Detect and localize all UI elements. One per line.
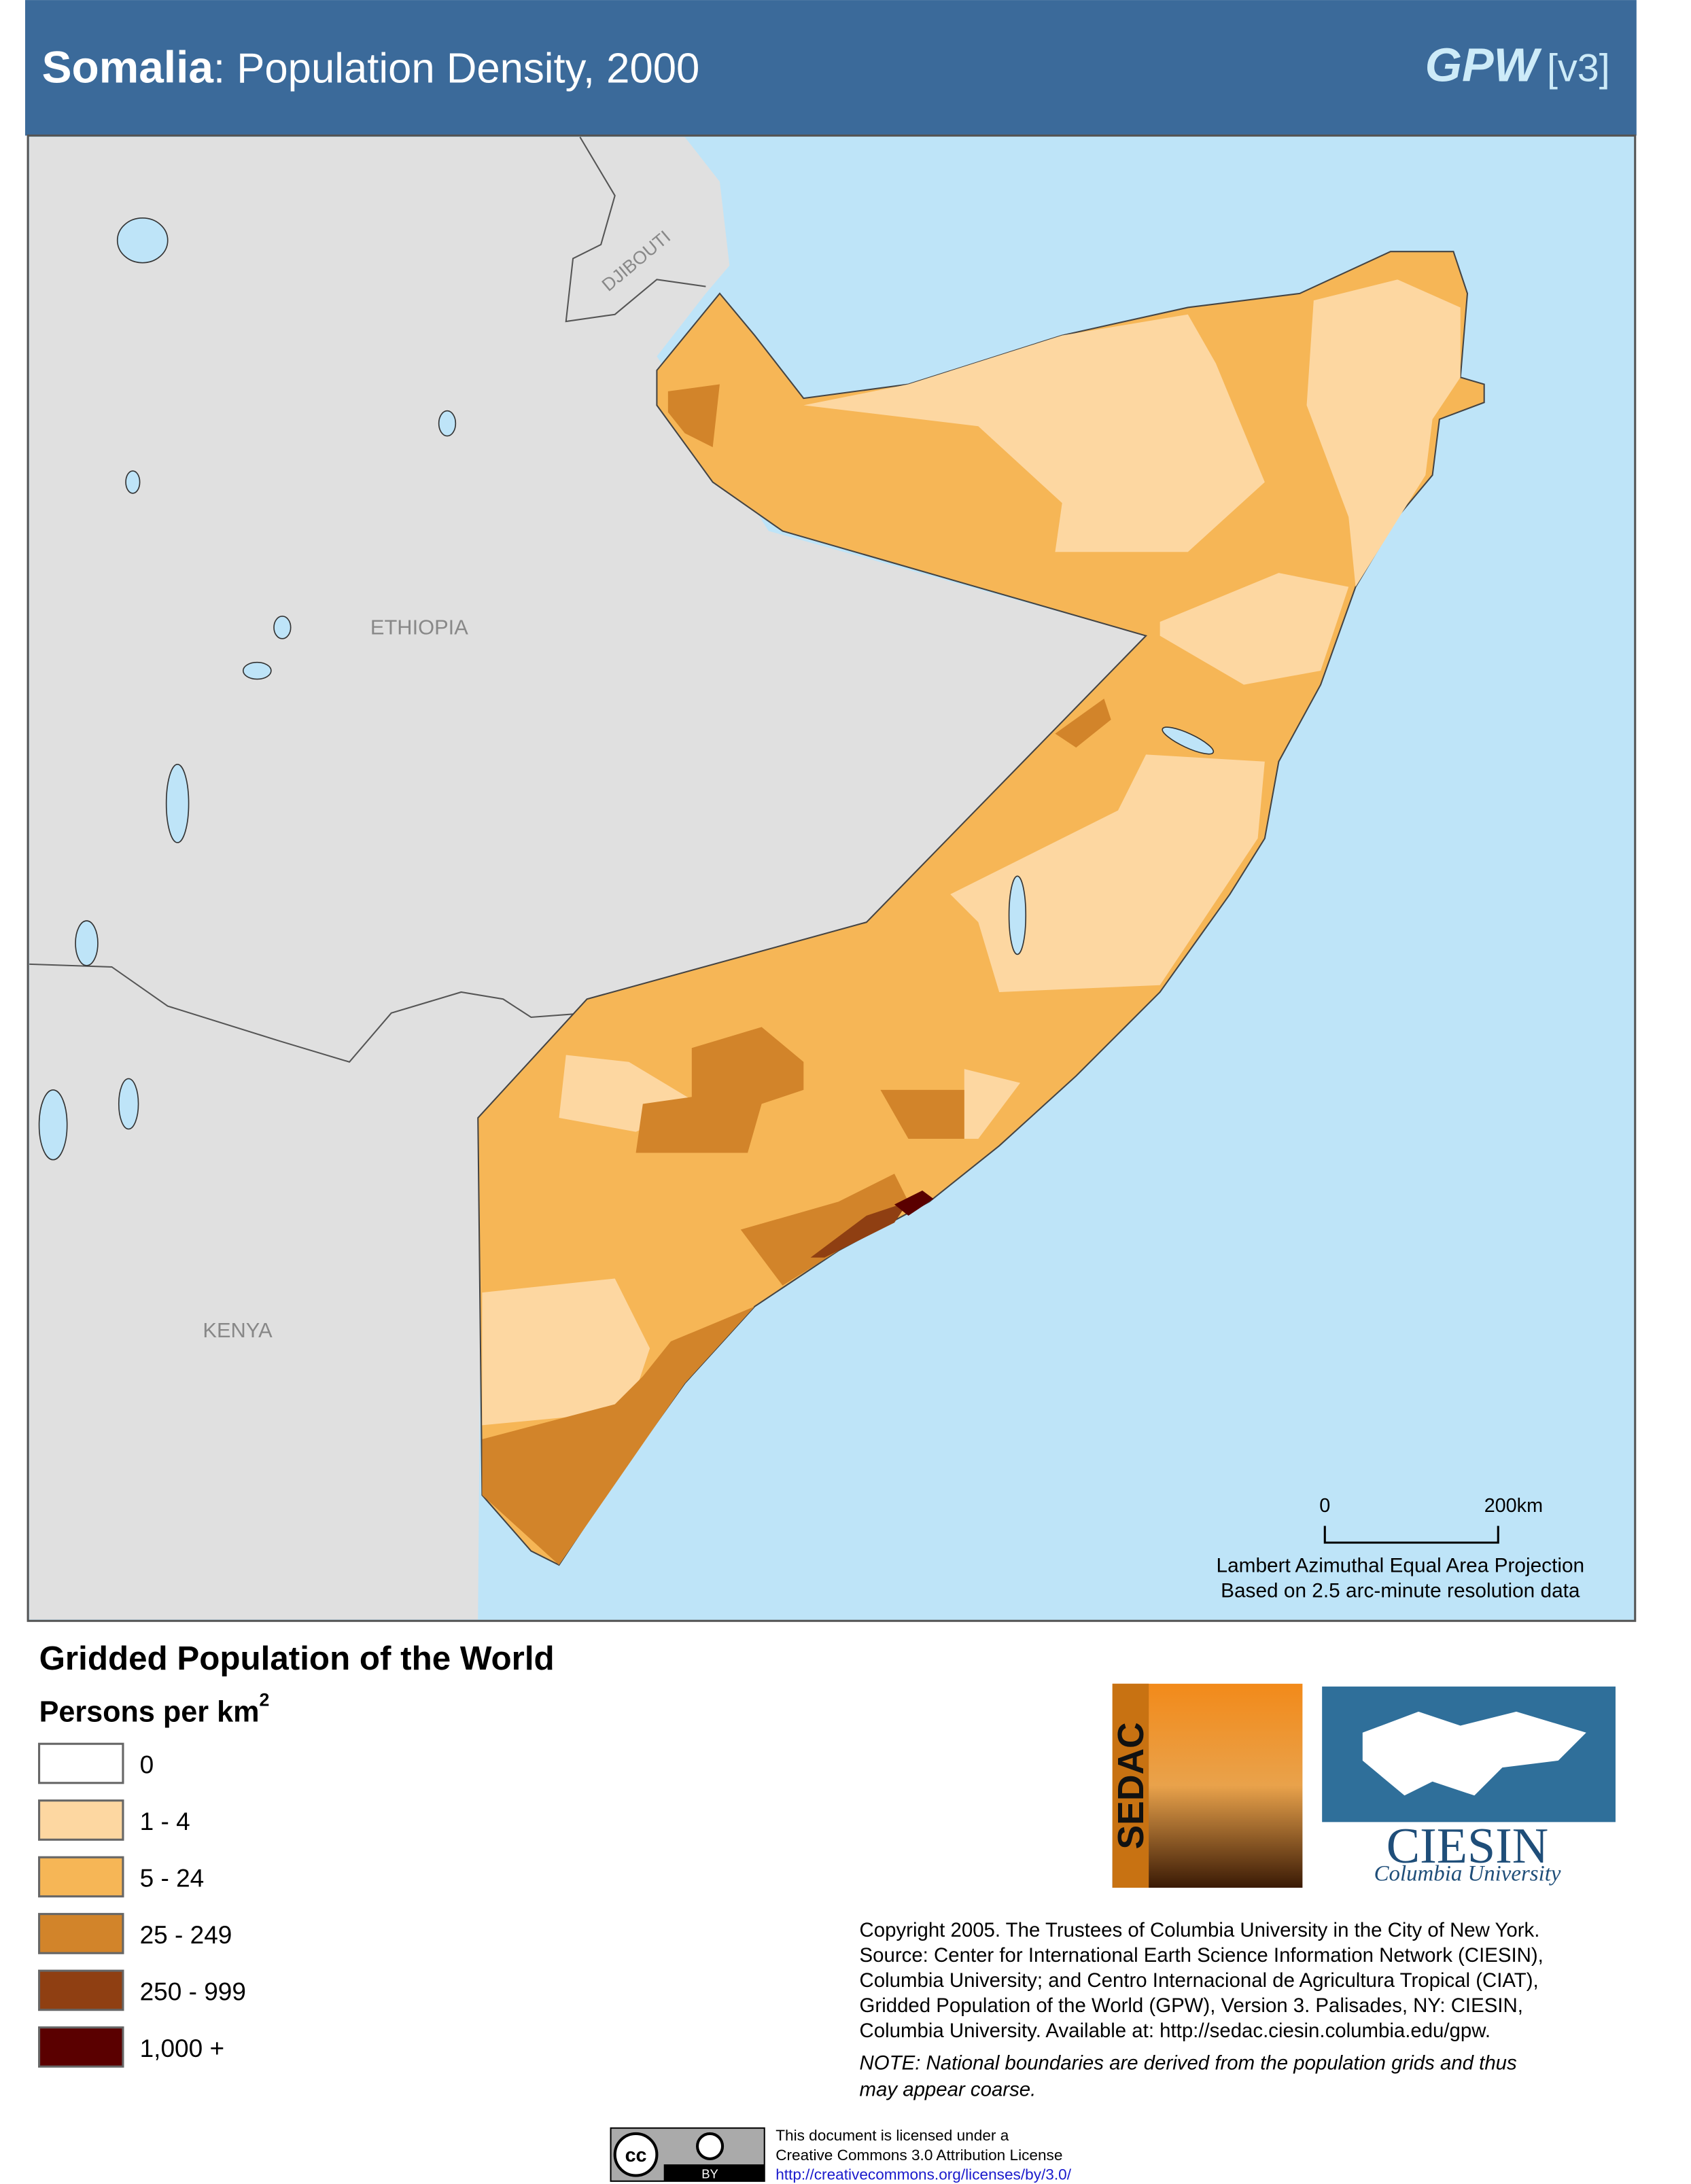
version: [v3] <box>1547 46 1610 90</box>
scale-start: 0 <box>1319 1495 1330 1517</box>
density-region <box>1160 573 1349 685</box>
country-label: KENYA <box>203 1318 273 1342</box>
lake <box>242 661 272 680</box>
djibouti-border <box>565 137 706 323</box>
density-region <box>803 314 1265 552</box>
density-region <box>964 1069 1021 1139</box>
density-region <box>482 1278 650 1426</box>
note-line: may appear coarse. <box>860 2078 1036 2100</box>
scale-bar <box>1323 1526 1499 1544</box>
kenya-border <box>29 963 587 1063</box>
sedac-strip <box>1112 1683 1149 1888</box>
by-circle <box>695 2132 725 2160</box>
density-region <box>894 1190 934 1216</box>
lake <box>1008 875 1027 955</box>
density-region <box>667 384 720 448</box>
world-shape <box>1362 1711 1586 1796</box>
projection: Based on 2.5 arc-minute resolution data <box>1221 1579 1580 1602</box>
legend-label: 25 - 249 <box>140 1920 232 1949</box>
credit-line: Columbia University; and Centro Internac… <box>860 1969 1539 1992</box>
gpw: GPW <box>1425 38 1542 91</box>
lake <box>165 763 190 843</box>
legend-swatch <box>38 1799 124 1841</box>
cc-circle <box>613 2132 659 2177</box>
license-line: This document is licensed under a <box>775 2127 1009 2144</box>
legend: 0 1 - 4 5 - 24 25 - 249 250 - 999 1,000 + <box>38 1742 246 2068</box>
ciesin-text: CIESIN <box>1387 1818 1549 1874</box>
unit: Persons per km <box>39 1695 260 1728</box>
lake <box>438 410 457 437</box>
density-region <box>810 1201 909 1258</box>
license-line: Creative Commons 3.0 Attribution License <box>775 2147 1062 2164</box>
regions <box>477 251 1485 1566</box>
legend-unit: Persons per km2 <box>39 1690 270 1729</box>
lake <box>125 470 141 494</box>
projection: Lambert Azimuthal Equal Area Projection <box>1217 1554 1585 1577</box>
lake <box>116 217 169 264</box>
license-link[interactable]: http://creativecommons.org/licenses/by/3… <box>775 2166 1072 2183</box>
header-bar <box>25 0 1637 136</box>
legend-swatch <box>38 1856 124 1898</box>
by-text: BY <box>701 2167 718 2181</box>
brand: GPW [v3] <box>1425 38 1610 91</box>
title: : Population Density, 2000 <box>213 45 699 92</box>
legend-label: 1,000 + <box>140 2034 224 2062</box>
density-region <box>1306 279 1461 587</box>
credit-line: Source: Center for International Earth S… <box>860 1944 1544 1967</box>
scale-end: 200km <box>1484 1495 1543 1517</box>
legend-label: 1 - 4 <box>140 1807 190 1835</box>
country: Somalia <box>42 41 214 92</box>
land <box>29 137 1147 1620</box>
sedac-text: SEDAC <box>1111 1722 1151 1849</box>
density-region <box>1055 699 1111 748</box>
credits: Copyright 2005. The Trustees of Columbia… <box>860 1919 1544 2100</box>
legend-swatch <box>38 1913 124 1954</box>
note-line: NOTE: National boundaries are derived fr… <box>860 2051 1517 2074</box>
unit-sup: 2 <box>260 1690 270 1710</box>
density-region <box>740 1174 909 1286</box>
credit-line: Copyright 2005. The Trustees of Columbia… <box>860 1919 1540 1941</box>
density-region <box>635 1027 804 1153</box>
legend-swatch <box>38 2026 124 2068</box>
university-text: Columbia University <box>1374 1862 1561 1886</box>
lakes <box>38 217 1215 1161</box>
by-bar <box>663 2164 765 2181</box>
lake <box>75 920 99 966</box>
lake <box>38 1089 68 1161</box>
legend-label: 0 <box>140 1750 154 1778</box>
legend-swatch <box>38 1969 124 2011</box>
density-region <box>950 754 1265 992</box>
country-label: ETHIOPIA <box>370 616 468 639</box>
lake <box>273 616 292 639</box>
legend-label: 5 - 24 <box>140 1863 205 1892</box>
legend-label: 250 - 999 <box>140 1977 246 2005</box>
lake <box>1162 726 1215 755</box>
density-region <box>880 1089 964 1139</box>
credit-line: Gridded Population of the World (GPW), V… <box>860 1994 1523 2017</box>
lake <box>118 1078 139 1130</box>
density-region <box>482 1306 755 1566</box>
credit-line: Columbia University. Available at: http:… <box>860 2020 1490 2042</box>
cc-text: cc <box>625 2145 647 2166</box>
header-title: Somalia: Population Density, 2000 <box>42 41 700 92</box>
legend-swatch <box>38 1742 124 1784</box>
legend-title: Gridded Population of the World <box>39 1640 555 1677</box>
